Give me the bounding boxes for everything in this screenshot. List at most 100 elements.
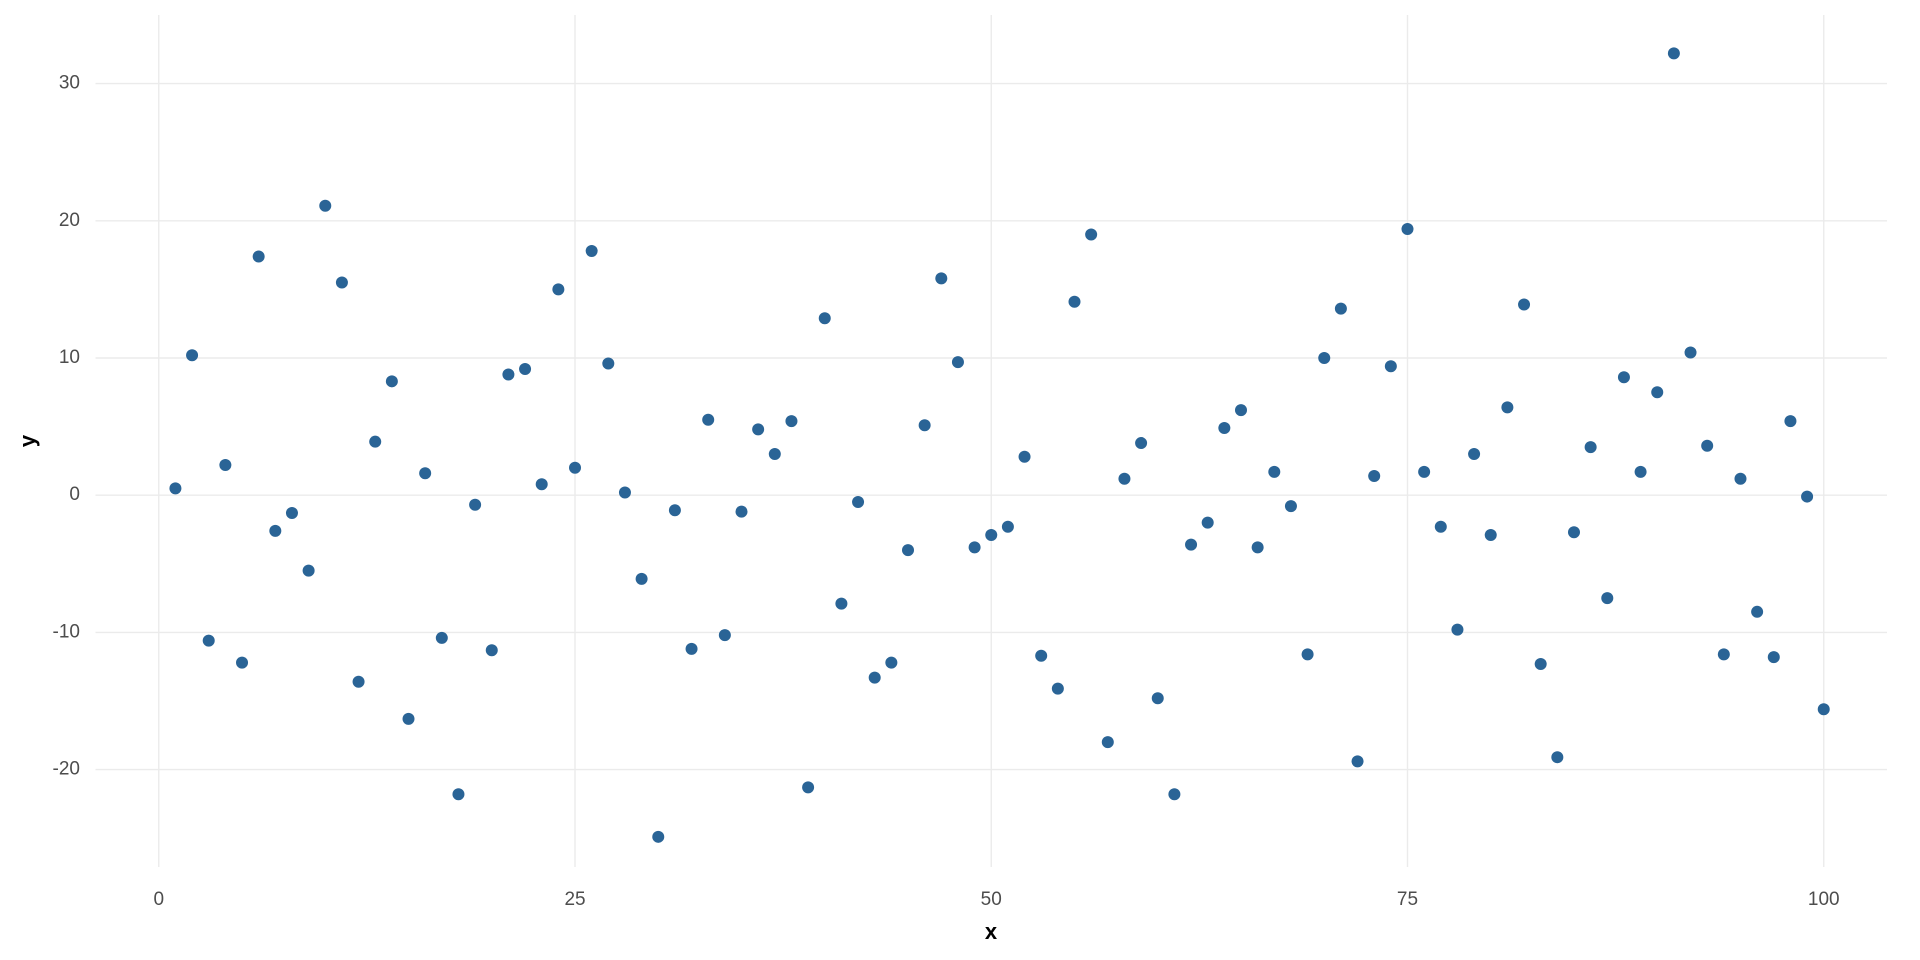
y-tick-label: 20	[59, 210, 80, 231]
y-tick-label: 10	[59, 347, 80, 368]
point	[1584, 441, 1597, 454]
point	[735, 505, 748, 518]
point	[1717, 648, 1730, 661]
point	[635, 572, 648, 585]
grid	[95, 15, 1887, 867]
point	[951, 356, 964, 369]
point	[1418, 465, 1431, 478]
point	[1268, 465, 1281, 478]
point	[1368, 469, 1381, 482]
point	[718, 629, 731, 642]
point	[785, 415, 798, 428]
point	[618, 486, 631, 499]
point	[236, 656, 249, 669]
point	[252, 250, 265, 263]
point	[918, 419, 931, 432]
point	[269, 524, 282, 537]
point	[219, 459, 232, 472]
point	[1468, 448, 1481, 461]
point	[285, 507, 298, 520]
point	[1484, 528, 1497, 541]
point	[1551, 751, 1564, 764]
point	[485, 644, 498, 657]
point	[868, 671, 881, 684]
point	[1351, 755, 1364, 768]
x-tick-label: 25	[564, 889, 585, 910]
point	[369, 435, 382, 448]
point	[169, 482, 182, 495]
point	[1085, 228, 1098, 241]
point	[552, 283, 565, 296]
point	[1634, 465, 1647, 478]
point	[569, 461, 582, 474]
point	[469, 498, 482, 511]
point	[202, 634, 215, 647]
point	[1318, 351, 1331, 364]
point	[1384, 360, 1397, 373]
point	[1617, 371, 1630, 384]
point	[1168, 788, 1181, 801]
point	[1068, 295, 1081, 308]
point	[968, 541, 981, 554]
point	[1251, 541, 1264, 554]
point	[1701, 439, 1714, 452]
point	[1684, 346, 1697, 359]
point	[902, 544, 915, 557]
point	[319, 199, 332, 212]
point	[1334, 302, 1347, 315]
point	[1001, 520, 1014, 533]
point	[1817, 703, 1830, 716]
point	[419, 467, 432, 480]
point	[702, 413, 715, 426]
point	[519, 362, 532, 375]
point	[852, 496, 865, 509]
point	[885, 656, 898, 669]
point	[1518, 298, 1531, 311]
point	[1434, 520, 1447, 533]
point	[1135, 437, 1148, 450]
point	[935, 272, 948, 285]
point	[752, 423, 765, 436]
point	[1035, 649, 1048, 662]
point	[818, 312, 831, 325]
point	[1784, 415, 1797, 428]
point	[385, 375, 398, 388]
point	[535, 478, 548, 491]
point	[186, 349, 199, 362]
point	[1401, 223, 1414, 236]
point	[1451, 623, 1464, 636]
point	[1601, 592, 1614, 605]
point	[835, 597, 848, 610]
y-axis-title: y	[15, 434, 40, 447]
point	[1801, 490, 1814, 503]
point	[1734, 472, 1747, 485]
point	[1767, 651, 1780, 664]
point	[1284, 500, 1297, 513]
point	[335, 276, 348, 289]
point	[402, 712, 415, 725]
point	[652, 830, 665, 843]
point	[1101, 736, 1114, 749]
point	[802, 781, 815, 794]
point	[1651, 386, 1664, 399]
point	[452, 788, 465, 801]
point	[435, 631, 448, 644]
point	[1151, 692, 1164, 705]
x-tick-label: 0	[153, 889, 164, 910]
point	[685, 642, 698, 655]
point	[1751, 605, 1764, 618]
point	[1501, 401, 1514, 414]
y-tick-label: 0	[69, 484, 80, 505]
point	[502, 368, 515, 381]
x-tick-label: 50	[981, 889, 1002, 910]
point	[1018, 450, 1031, 463]
x-tick-label: 100	[1808, 889, 1840, 910]
point	[1185, 538, 1198, 551]
point	[602, 357, 615, 370]
point	[1567, 526, 1580, 539]
point	[1218, 421, 1231, 434]
point	[352, 675, 365, 688]
point	[1301, 648, 1314, 661]
point	[768, 448, 781, 461]
